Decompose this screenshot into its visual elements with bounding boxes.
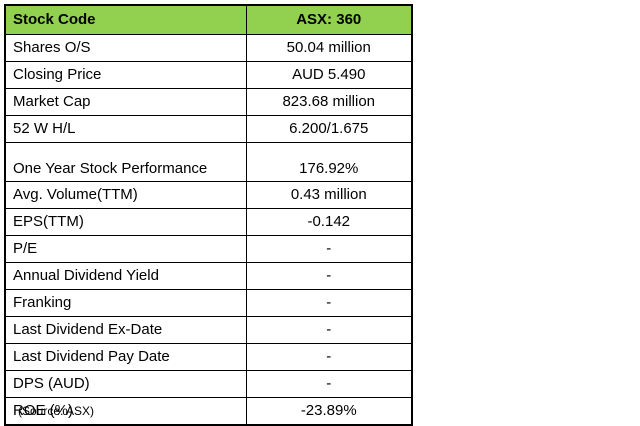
row-value: - [245, 370, 413, 398]
table-row-one-year-performance: One Year Stock Performance 176.92% [4, 142, 413, 182]
row-label: Franking [4, 289, 247, 317]
table-row-52w-hl: 52 W H/L 6.200/1.675 [4, 115, 413, 143]
row-label: Closing Price [4, 61, 247, 89]
row-label: DPS (AUD) [4, 370, 247, 398]
row-value: - [245, 289, 413, 317]
table-row-last-dividend-pay-date: Last Dividend Pay Date - [4, 343, 413, 371]
row-label: Market Cap [4, 88, 247, 116]
table-header-row: Stock Code ASX: 360 [4, 4, 413, 35]
row-label: P/E [4, 235, 247, 263]
row-value: - [245, 343, 413, 371]
row-label: Last Dividend Ex-Date [4, 316, 247, 344]
row-value: 176.92% [245, 142, 413, 182]
row-value: - [245, 235, 413, 263]
table-row-last-dividend-ex-date: Last Dividend Ex-Date - [4, 316, 413, 344]
row-label: Last Dividend Pay Date [4, 343, 247, 371]
row-value: - [245, 316, 413, 344]
table-row-avg-volume: Avg. Volume(TTM) 0.43 million [4, 181, 413, 209]
row-value: 823.68 million [245, 88, 413, 116]
row-label: 52 W H/L [4, 115, 247, 143]
row-value: - [245, 262, 413, 290]
row-label: Shares O/S [4, 34, 247, 62]
table-row-eps: EPS(TTM) -0.142 [4, 208, 413, 236]
header-label-stock-code: Stock Code [4, 4, 247, 35]
table-row-pe: P/E - [4, 235, 413, 263]
row-value: AUD 5.490 [245, 61, 413, 89]
table-row-shares-os: Shares O/S 50.04 million [4, 34, 413, 62]
source-note: (Source: ASX) [18, 404, 95, 418]
table-row-market-cap: Market Cap 823.68 million [4, 88, 413, 116]
row-value: 0.43 million [245, 181, 413, 209]
row-value: 50.04 million [245, 34, 413, 62]
row-value: -23.89% [245, 397, 413, 426]
row-label: One Year Stock Performance [4, 142, 247, 182]
table-row-annual-dividend-yield: Annual Dividend Yield - [4, 262, 413, 290]
row-label: Avg. Volume(TTM) [4, 181, 247, 209]
row-label: Annual Dividend Yield [4, 262, 247, 290]
table-row-dps: DPS (AUD) - [4, 370, 413, 398]
row-value: -0.142 [245, 208, 413, 236]
header-value-ticker: ASX: 360 [245, 4, 413, 35]
table-row-franking: Franking - [4, 289, 413, 317]
table-row-closing-price: Closing Price AUD 5.490 [4, 61, 413, 89]
stock-summary-table: Stock Code ASX: 360 Shares O/S 50.04 mil… [4, 4, 413, 426]
row-label: ROE (%) [4, 397, 247, 426]
table-row-roe: ROE (%) -23.89% [4, 397, 413, 426]
row-label: EPS(TTM) [4, 208, 247, 236]
row-value: 6.200/1.675 [245, 115, 413, 143]
